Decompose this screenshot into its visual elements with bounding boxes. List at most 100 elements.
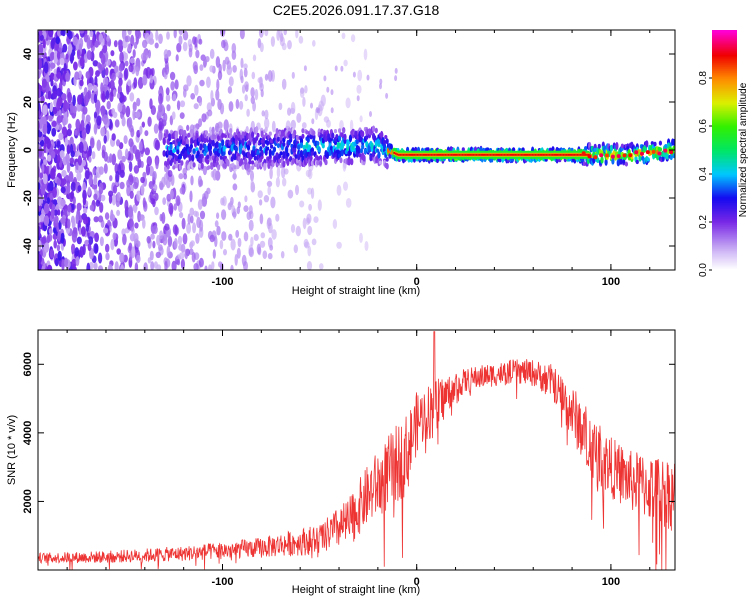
heatmap-band-cell bbox=[380, 131, 384, 140]
heatmap-band-cell bbox=[412, 153, 414, 156]
colorbar-swatch bbox=[712, 154, 737, 157]
heatmap-noise-cell bbox=[270, 36, 275, 47]
heatmap-band-cell bbox=[486, 153, 489, 156]
heatmap-noise-cell bbox=[186, 222, 192, 234]
heatmap-noise-cell bbox=[369, 111, 372, 117]
heatmap-band-cell bbox=[522, 153, 525, 156]
heatmap-band-cell bbox=[582, 161, 586, 166]
heatmap-noise-cell bbox=[112, 89, 117, 97]
heatmap-noise-cell bbox=[334, 65, 338, 72]
heatmap-noise-cell bbox=[109, 91, 114, 102]
heatmap-noise-cell bbox=[100, 127, 106, 137]
heatmap-band-cell bbox=[555, 153, 557, 156]
heatmap-band-cell bbox=[408, 153, 411, 156]
colorbar-swatch bbox=[712, 160, 737, 163]
heatmap-band-cell bbox=[441, 153, 444, 156]
heatmap-noise-cell bbox=[43, 203, 50, 214]
heatmap-band-cell bbox=[370, 143, 374, 150]
heatmap-band-cell bbox=[491, 153, 494, 156]
heatmap-band-cell bbox=[310, 147, 314, 153]
heatmap-band-cell bbox=[519, 153, 522, 156]
heatmap-band-cell bbox=[520, 153, 523, 156]
heatmap-band-cell bbox=[297, 144, 301, 151]
heatmap-band-cell bbox=[419, 153, 422, 156]
heatmap-noise-cell bbox=[115, 170, 120, 183]
heatmap-noise-cell bbox=[66, 102, 70, 110]
heatmap-noise-cell bbox=[43, 215, 50, 227]
heatmap-noise-cell bbox=[41, 163, 45, 174]
heatmap-noise-cell bbox=[75, 256, 80, 267]
heatmap-noise-cell bbox=[96, 139, 102, 152]
colorbar-swatch bbox=[712, 224, 737, 227]
heatmap-noise-cell bbox=[175, 195, 181, 207]
heatmap-noise-cell bbox=[78, 164, 84, 172]
heatmap-noise-cell bbox=[232, 171, 237, 181]
heatmap-band-cell bbox=[255, 126, 259, 134]
heatmap-noise-cell bbox=[291, 71, 295, 79]
heatmap-noise-cell bbox=[177, 235, 183, 246]
heatmap-noise-cell bbox=[56, 244, 61, 252]
heatmap-noise-cell bbox=[48, 228, 53, 235]
colorbar-swatch bbox=[712, 142, 737, 145]
heatmap-noise-cell bbox=[166, 31, 170, 40]
heatmap-noise-cell bbox=[379, 78, 383, 85]
heatmap-noise-cell bbox=[117, 149, 123, 160]
heatmap-noise-cell bbox=[330, 89, 334, 96]
heatmap-noise-cell bbox=[38, 216, 42, 223]
heatmap-noise-cell bbox=[224, 56, 230, 65]
colorbar-swatch bbox=[712, 40, 737, 43]
heatmap-band-cell bbox=[256, 132, 260, 138]
heatmap-noise-cell bbox=[43, 61, 49, 74]
colorbar-swatch bbox=[712, 172, 737, 175]
heatmap-noise-cell bbox=[67, 123, 72, 130]
heatmap-noise-cell bbox=[56, 51, 61, 60]
heatmap-noise-cell bbox=[260, 232, 266, 239]
heatmap-noise-cell bbox=[61, 126, 68, 137]
heatmap-noise-cell bbox=[227, 86, 233, 94]
heatmap-noise-cell bbox=[267, 252, 273, 260]
heatmap-band-cell bbox=[508, 153, 511, 156]
heatmap-band-cell bbox=[282, 160, 286, 168]
heatmap-band-cell bbox=[628, 153, 633, 158]
heatmap-band-cell bbox=[298, 160, 302, 167]
heatmap-band-cell bbox=[280, 132, 285, 137]
heatmap-band-cell bbox=[556, 153, 559, 156]
heatmap-noise-cell bbox=[127, 30, 132, 36]
y-tick-label: -20 bbox=[22, 190, 34, 206]
heatmap-noise-cell bbox=[116, 209, 121, 216]
heatmap-band-cell bbox=[567, 153, 570, 156]
heatmap-band-cell bbox=[559, 153, 562, 156]
heatmap-noise-cell bbox=[40, 95, 45, 103]
colorbar-swatch bbox=[712, 94, 737, 97]
heatmap-noise-cell bbox=[235, 229, 240, 238]
heatmap-band-cell bbox=[622, 153, 627, 158]
heatmap-noise-cell bbox=[221, 209, 227, 221]
heatmap-noise-cell bbox=[127, 206, 134, 218]
heatmap-noise-cell bbox=[39, 172, 44, 179]
heatmap-noise-cell bbox=[111, 133, 116, 141]
heatmap-band-cell bbox=[275, 128, 279, 135]
heatmap-noise-cell bbox=[85, 114, 91, 123]
heatmap-band-cell bbox=[537, 153, 540, 156]
heatmap-band-cell bbox=[438, 153, 441, 156]
colorbar-swatch bbox=[712, 192, 737, 195]
heatmap-noise-cell bbox=[124, 67, 129, 80]
heatmap-noise-cell bbox=[117, 102, 123, 113]
heatmap-noise-cell bbox=[243, 63, 248, 70]
heatmap-band-cell bbox=[624, 161, 629, 167]
colorbar-swatch bbox=[712, 158, 737, 161]
heatmap-band-cell bbox=[184, 150, 188, 158]
heatmap-noise-cell bbox=[50, 51, 55, 61]
heatmap-band-cell bbox=[203, 137, 207, 144]
heatmap-band-cell bbox=[576, 153, 579, 156]
heatmap-noise-cell bbox=[220, 197, 225, 206]
heatmap-noise-cell bbox=[53, 209, 58, 216]
heatmap-noise-cell bbox=[83, 217, 89, 225]
heatmap-band-cell bbox=[415, 153, 418, 156]
snr-panel: -100 0 100 2000 4000 6000 Height of straight … bbox=[6, 329, 676, 596]
heatmap-band-cell bbox=[196, 150, 200, 157]
heatmap-band-cell bbox=[433, 153, 436, 156]
heatmap-noise-cell bbox=[209, 48, 215, 60]
heatmap-band-cell bbox=[604, 158, 608, 166]
colorbar-swatch bbox=[712, 130, 737, 133]
